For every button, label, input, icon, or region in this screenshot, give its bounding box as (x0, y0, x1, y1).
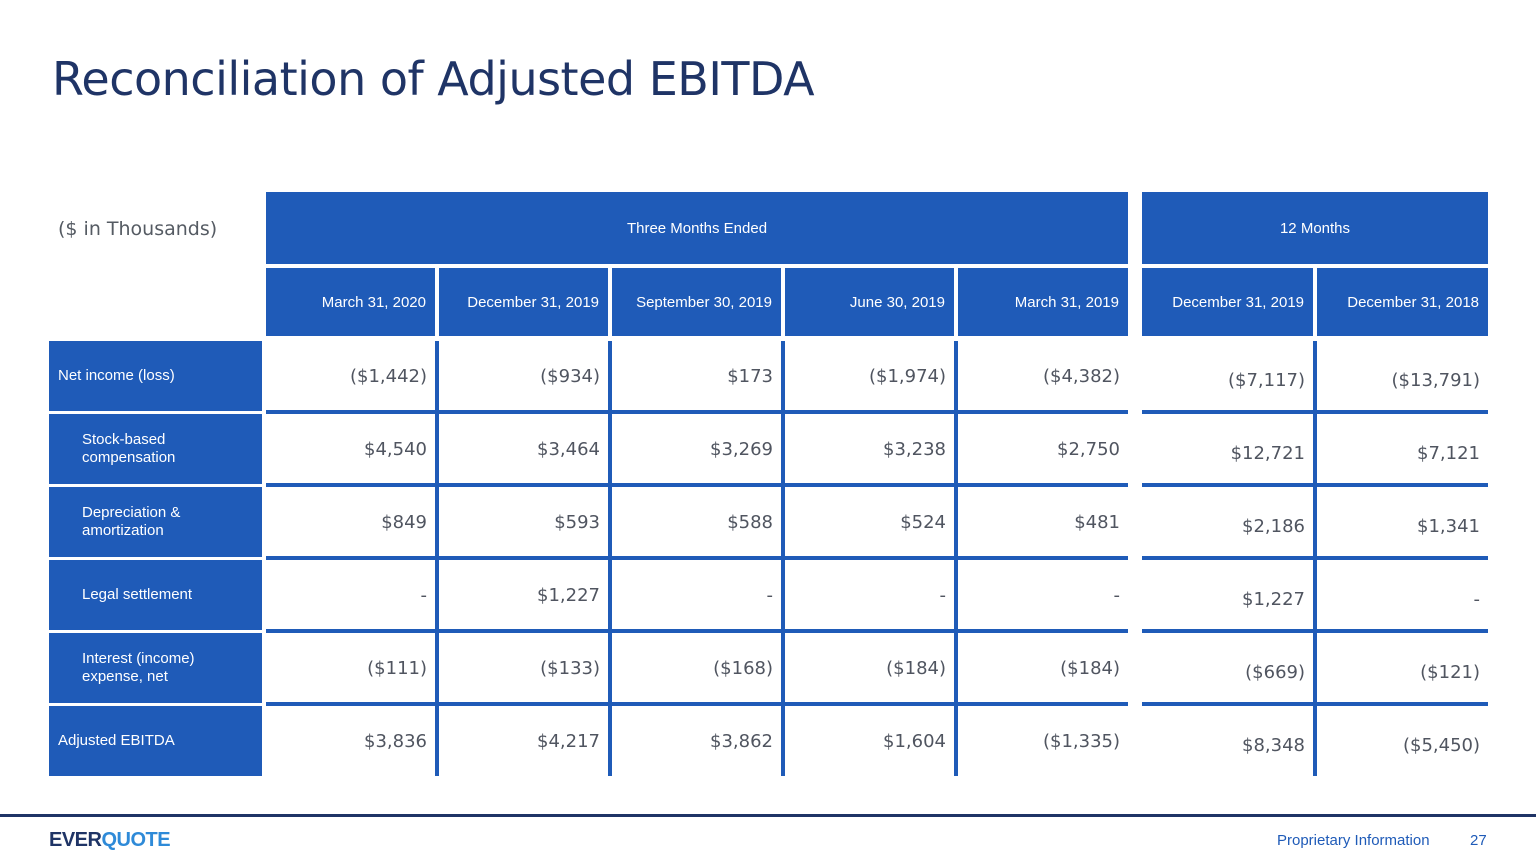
column-header-label: March 31, 2020 (321, 293, 426, 311)
table-cell: $2,186 (1242, 515, 1305, 537)
table-cell: $3,464 (537, 438, 600, 460)
row-label-depreciation-amortization: Depreciation & amortization (49, 487, 262, 557)
column-header-label: March 31, 2019 (1014, 293, 1119, 311)
table-cell: ($669) (1245, 661, 1305, 683)
table-cell: ($7,117) (1227, 369, 1305, 391)
grid-horizontal-line (1142, 410, 1488, 414)
grid-horizontal-line (266, 702, 1128, 706)
table-cell: $8,348 (1242, 734, 1305, 756)
column-header: December 31, 2019 (1142, 268, 1313, 336)
group-header-12-months: 12 Months (1142, 192, 1488, 264)
column-header-label: June 30, 2019 (849, 293, 945, 311)
table-cell: $4,217 (537, 730, 600, 752)
grid-horizontal-line (1142, 556, 1488, 560)
logo-part-ever: EVER (49, 829, 102, 851)
page-title: Reconciliation of Adjusted EBITDA (52, 52, 815, 106)
table-cell: $3,862 (710, 730, 773, 752)
logo-part-quote: QUOTE (101, 829, 171, 851)
table-cell: - (1113, 584, 1121, 606)
column-header-label: December 31, 2019 (1172, 293, 1304, 311)
table-cell: - (939, 584, 947, 606)
table-cell: ($111) (367, 657, 427, 679)
table-cell: $593 (554, 511, 600, 533)
table-cell: $4,540 (364, 438, 427, 460)
table-cell: $3,238 (883, 438, 946, 460)
table-cell: $481 (1074, 511, 1120, 533)
column-header-label: December 31, 2019 (467, 293, 599, 311)
table-cell: $3,269 (710, 438, 773, 460)
page-number: 27 (1470, 832, 1487, 849)
grid-horizontal-line (266, 629, 1128, 633)
table-cell: ($1,335) (1042, 730, 1120, 752)
column-header-label: December 31, 2018 (1347, 293, 1479, 311)
table-cell: $524 (900, 511, 946, 533)
table-cell: ($13,791) (1391, 369, 1480, 391)
table-cell: ($1,442) (349, 365, 427, 387)
column-header: March 31, 2019 (958, 268, 1128, 336)
table-cell: ($184) (886, 657, 946, 679)
table-cell: ($1,974) (868, 365, 946, 387)
row-label-net-income: Net income (loss) (49, 341, 262, 411)
table-cell: ($4,382) (1042, 365, 1120, 387)
table-cell: $3,836 (364, 730, 427, 752)
grid-horizontal-line (266, 483, 1128, 487)
column-header: March 31, 2020 (266, 268, 435, 336)
group-header-label: 12 Months (1279, 219, 1351, 237)
table-cell: ($168) (713, 657, 773, 679)
column-header: June 30, 2019 (785, 268, 954, 336)
grid-horizontal-line (1142, 702, 1488, 706)
grid-horizontal-line (1142, 629, 1488, 633)
proprietary-label: Proprietary Information (1277, 832, 1430, 849)
units-label: ($ in Thousands) (58, 218, 218, 240)
group-header-label: Three Months Ended (626, 219, 768, 237)
table-cell: ($133) (540, 657, 600, 679)
table-cell: $1,604 (883, 730, 946, 752)
footer-divider (0, 814, 1536, 817)
grid-horizontal-line (1142, 483, 1488, 487)
table-cell: $588 (727, 511, 773, 533)
everquote-logo: EVERQUOTE (49, 829, 171, 852)
table-cell: - (1473, 588, 1481, 610)
table-cell: $1,341 (1417, 515, 1480, 537)
group-header-three-months: Three Months Ended (266, 192, 1128, 264)
column-header: September 30, 2019 (612, 268, 781, 336)
row-label-interest-expense: Interest (income) expense, net (49, 633, 262, 703)
table-cell: - (766, 584, 774, 606)
table-cell: $849 (381, 511, 427, 533)
column-header-label: September 30, 2019 (636, 293, 772, 311)
table-cell: ($934) (540, 365, 600, 387)
column-header: December 31, 2018 (1317, 268, 1488, 336)
row-label-legal-settlement: Legal settlement (49, 560, 262, 630)
row-label-stock-based-compensation: Stock-based compensation (49, 414, 262, 484)
table-cell: $173 (727, 365, 773, 387)
table-cell: ($121) (1420, 661, 1480, 683)
table-cell: $12,721 (1230, 442, 1305, 464)
table-cell: $1,227 (1242, 588, 1305, 610)
table-cell: ($5,450) (1402, 734, 1480, 756)
grid-horizontal-line (266, 410, 1128, 414)
table-cell: $2,750 (1057, 438, 1120, 460)
table-cell: $1,227 (537, 584, 600, 606)
grid-horizontal-line (266, 556, 1128, 560)
table-cell: - (420, 584, 428, 606)
table-cell: ($184) (1060, 657, 1120, 679)
column-header: December 31, 2019 (439, 268, 608, 336)
table-cell: $7,121 (1417, 442, 1480, 464)
row-label-adjusted-ebitda: Adjusted EBITDA (49, 706, 262, 776)
